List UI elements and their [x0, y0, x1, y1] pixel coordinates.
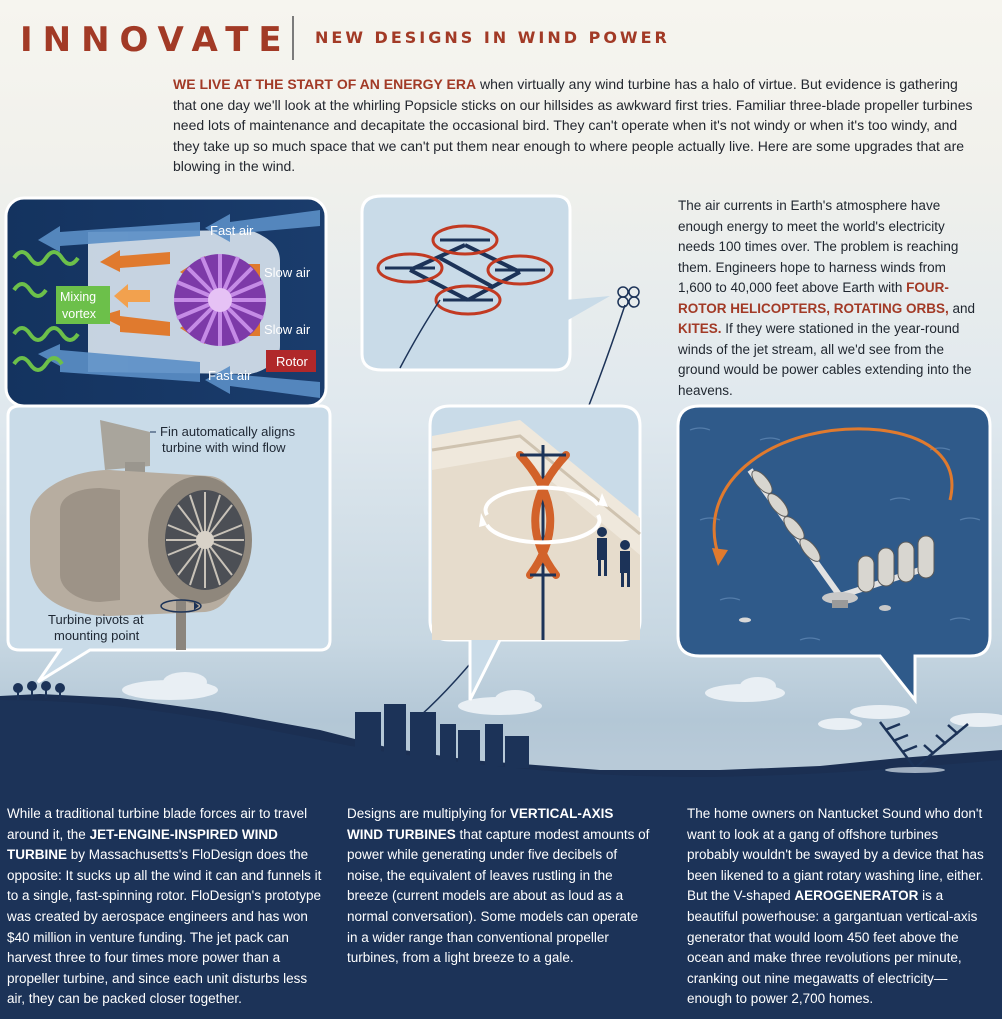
airborne-text-1: The air currents in Earth's atmosphere h…: [678, 198, 959, 295]
label-rotor: Rotor: [276, 354, 308, 369]
label-slow-air-bottom: Slow air: [264, 322, 311, 337]
jet-text-post: by Massachusetts's FloDesign does the op…: [7, 847, 322, 1007]
aerogenerator-panel: [676, 404, 992, 705]
landscape: [0, 681, 1002, 1019]
intro-paragraph: WE LIVE AT THE START OF AN ENERGY ERA wh…: [173, 74, 973, 177]
label-fast-air-top: Fast air: [210, 223, 254, 238]
label-pivot-line1: Turbine pivots at: [48, 612, 144, 627]
section-title: INNOVATE: [20, 20, 292, 60]
jet-flow-panel: Fast air Slow air Mixing vortex Slow air…: [4, 196, 328, 408]
label-vortex: vortex: [62, 307, 97, 321]
aero-text-post: is a beautiful powerhouse: a gargantuan …: [687, 888, 978, 1007]
airborne-text-2: and: [948, 300, 976, 316]
jet-turbine-column: While a traditional turbine blade forces…: [7, 804, 325, 1010]
vertical-text-bold: VERTICAL-AXIS WIND TURBINES: [347, 806, 614, 842]
label-slow-air-top: Slow air: [264, 265, 311, 280]
label-fast-air-bottom: Fast air: [208, 368, 252, 383]
vertical-text-pre: Designs are multiplying for: [347, 806, 510, 821]
intro-body: when virtually any wind turbine has a ha…: [173, 76, 973, 174]
header-divider: [292, 16, 294, 60]
aero-text-pre: The home owners on Nantucket Sound who d…: [687, 806, 984, 904]
vertical-turbine-column: Designs are multiplying for VERTICAL-AXI…: [347, 804, 652, 969]
label-pivot-line2: mounting point: [54, 628, 140, 643]
vertical-text-post: that capture modest amounts of power whi…: [347, 826, 650, 966]
rotor: [174, 254, 266, 346]
airborne-paragraph: The air currents in Earth's atmosphere h…: [678, 196, 980, 401]
intro-lead: WE LIVE AT THE START OF AN ENERGY ERA: [173, 76, 477, 92]
label-mixing: Mixing: [60, 290, 96, 304]
aerogenerator-column: The home owners on Nantucket Sound who d…: [687, 804, 992, 1010]
airborne-highlight-1: FOUR-ROTOR HELICOPTERS, ROTATING ORBS,: [678, 280, 949, 316]
section-subtitle: NEW DESIGNS IN WIND POWER: [315, 28, 670, 47]
label-fin-line2: turbine with wind flow: [162, 440, 286, 455]
clouds: [122, 672, 1002, 730]
aero-text-bold: AEROGENERATOR: [794, 888, 919, 904]
jet-text-bold: JET-ENGINE-INSPIRED WIND TURBINE: [7, 826, 278, 863]
vertical-turbine-panel: [428, 404, 642, 701]
airborne-highlight-2: KITES.: [678, 321, 722, 336]
airborne-text-3: If they were stationed in the year-round…: [678, 321, 972, 398]
jet-text-pre: While a traditional turbine blade forces…: [7, 806, 308, 842]
jet-turbine-panel: Fin automatically aligns turbine with wi…: [6, 404, 332, 684]
helicopter-panel: [360, 194, 610, 372]
label-fin-line1: Fin automatically aligns: [160, 424, 296, 439]
header: INNOVATE NEW DESIGNS IN WIND POWER: [20, 14, 980, 60]
